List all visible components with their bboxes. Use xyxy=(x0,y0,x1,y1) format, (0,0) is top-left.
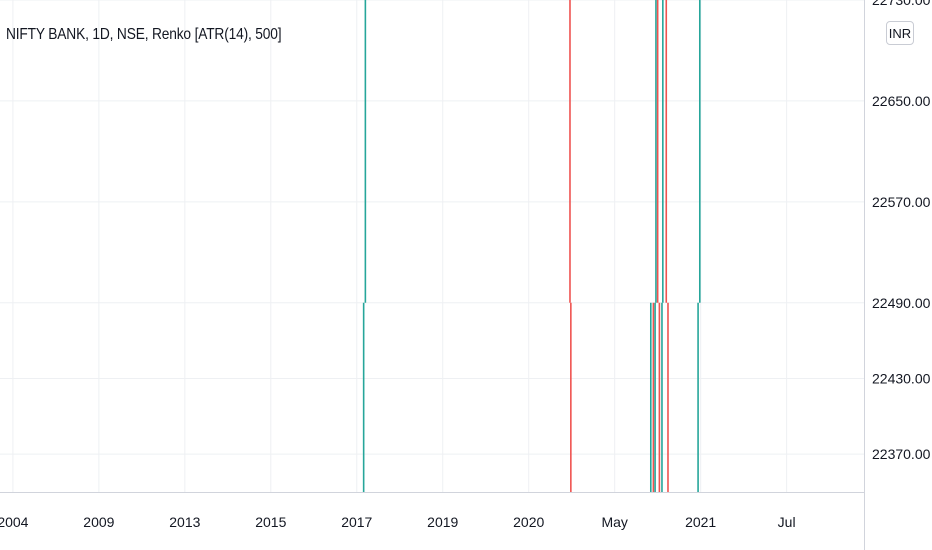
y-tick-label: 22430.00 xyxy=(872,370,931,386)
axes xyxy=(0,0,865,550)
y-tick-label: 22730.00 xyxy=(872,0,931,8)
y-tick-label: 22650.00 xyxy=(872,93,931,109)
y-tick-label: 22570.00 xyxy=(872,194,931,210)
x-tick-label: 2021 xyxy=(685,514,716,530)
x-tick-label: 2020 xyxy=(513,514,544,530)
x-tick-label: 2013 xyxy=(169,514,200,530)
x-tick-label: 2019 xyxy=(427,514,458,530)
x-tick-label: Jul xyxy=(778,514,796,530)
x-tick-label: 2004 xyxy=(0,514,29,530)
x-tick-label: 2017 xyxy=(341,514,372,530)
x-tick-label: 2009 xyxy=(83,514,114,530)
renko-bricks xyxy=(362,0,701,492)
time-scale[interactable]: 2004 2009 2013 2015 2017 2019 2020 May 2021 Jul xyxy=(0,514,796,530)
x-tick-label: 2015 xyxy=(255,514,286,530)
x-tick-label: May xyxy=(601,514,627,530)
currency-badge[interactable]: INR xyxy=(886,21,914,45)
y-tick-label: 22370.00 xyxy=(872,446,931,462)
chart-legend-title: NIFTY BANK, 1D, NSE, Renko [ATR(14), 500… xyxy=(6,26,282,43)
price-scale[interactable]: 22370.00 22430.00 22490.00 22570.00 22650.00… xyxy=(872,0,931,462)
y-tick-label: 22490.00 xyxy=(872,295,931,311)
grid-lines xyxy=(0,0,864,492)
